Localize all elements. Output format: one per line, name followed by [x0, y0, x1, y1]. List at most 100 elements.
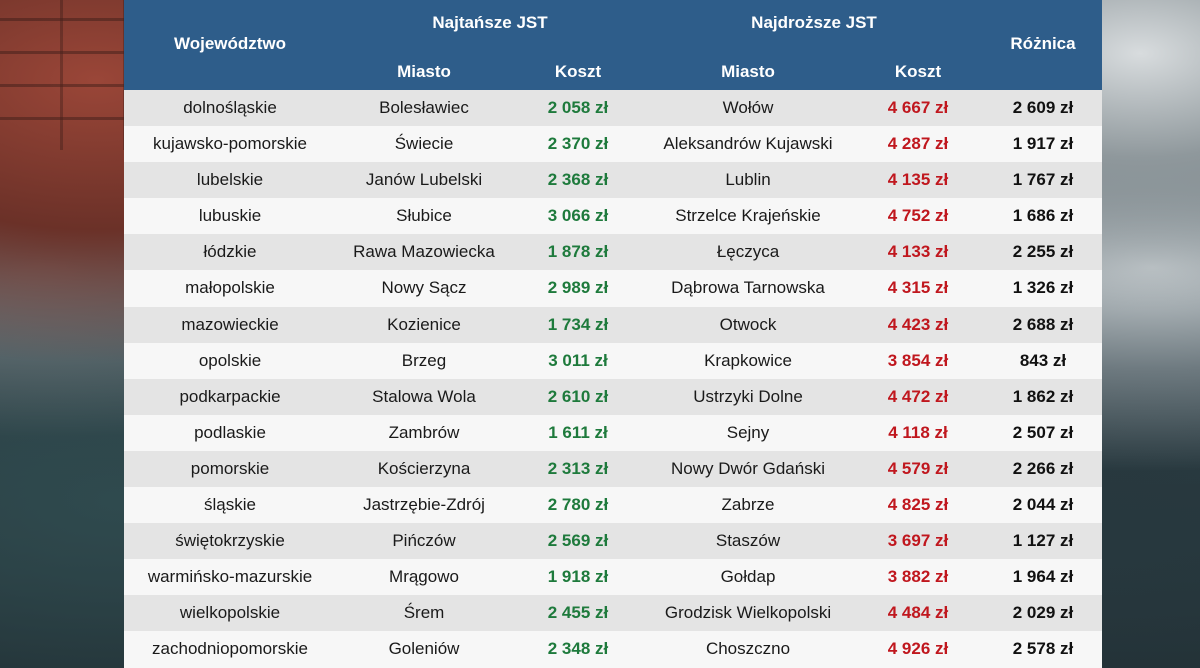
cell-wojewodztwo: podlaskie [194, 422, 266, 442]
cell-koszt-expensive: 4 135 zł [887, 170, 949, 190]
cell-roznica: 2 029 zł [1012, 603, 1074, 623]
cell-roznica: 2 266 zł [1012, 458, 1074, 478]
cell-koszt-expensive: 4 423 zł [887, 314, 949, 334]
table-row: kujawsko-pomorskie Świecie 2 370 zł Aleksan… [124, 126, 1102, 163]
cell-roznica: 1 767 zł [1012, 170, 1074, 190]
cell-miasto-expensive: Strzelce Krajeńskie [675, 206, 821, 226]
cell-miasto-expensive: Choszczno [705, 639, 791, 659]
table-header: Województwo Najtańsze JST Najdroższe JST… [124, 0, 1102, 90]
cell-roznica: 1 862 zł [1012, 386, 1074, 406]
cell-miasto-cheap: Nowy Sącz [381, 278, 467, 298]
cell-miasto-cheap: Świecie [394, 134, 454, 154]
header-wojewodztwo: Województwo [173, 34, 287, 53]
table-row: podkarpackie Stalowa Wola 2 610 zł Ustrzyki… [124, 378, 1102, 415]
cell-roznica: 1 127 zł [1012, 531, 1074, 551]
header-najdrozsze: Najdroższe JST [751, 13, 877, 32]
cell-miasto-expensive: Gołdap [720, 567, 776, 587]
cell-miasto-cheap: Rawa Mazowiecka [353, 242, 495, 262]
cell-koszt-cheap: 2 610 zł [547, 386, 609, 406]
table-row: lubelskie Janów Lubelski 2 368 zł Lublin 4 1… [124, 162, 1102, 199]
cell-miasto-cheap: Zambrów [388, 422, 460, 442]
table-row: mazowieckie Kozienice 1 734 zł Otwock 4 423 … [124, 306, 1102, 343]
cell-miasto-cheap: Bolesławiec [379, 98, 469, 117]
cell-wojewodztwo: zachodniopomorskie [152, 639, 308, 659]
cell-koszt-expensive: 4 287 zł [887, 134, 949, 154]
cell-miasto-expensive: Otwock [719, 314, 777, 334]
cell-miasto-expensive: Krapkowice [704, 350, 792, 370]
cell-miasto-cheap: Brzeg [401, 350, 447, 370]
cell-wojewodztwo: pomorskie [190, 458, 270, 478]
cell-miasto-cheap: Śrem [403, 603, 445, 623]
cell-miasto-cheap: Słubice [396, 206, 452, 226]
cell-roznica: 2 578 zł [1012, 639, 1074, 659]
header-koszt-expensive: Koszt [894, 62, 942, 81]
cell-koszt-expensive: 3 697 zł [887, 531, 949, 551]
cell-miasto-expensive: Łęczyca [716, 242, 780, 262]
table-row: pomorskie Kościerzyna 2 313 zł Nowy Dwór Gd… [124, 450, 1102, 488]
cell-wojewodztwo: podkarpackie [179, 386, 281, 406]
cell-wojewodztwo: dolnośląskie [183, 98, 277, 117]
cell-wojewodztwo: kujawsko-pomorskie [153, 134, 307, 154]
cell-wojewodztwo: małopolskie [185, 278, 275, 298]
cell-koszt-expensive: 4 315 zł [887, 278, 949, 298]
cell-miasto-expensive: Ustrzyki Dolne [693, 386, 803, 406]
header-miasto-cheap: Miasto [397, 62, 451, 81]
header-miasto-expensive: Miasto [721, 62, 775, 81]
cell-koszt-cheap: 2 780 zł [547, 495, 609, 515]
cell-roznica: 1 326 zł [1012, 278, 1074, 298]
cell-koszt-expensive: 4 752 zł [887, 206, 949, 226]
cell-koszt-expensive: 4 667 zł [887, 98, 949, 117]
cell-miasto-expensive: Wołów [722, 98, 774, 117]
cell-wojewodztwo: lubelskie [196, 170, 264, 190]
cell-miasto-expensive: Grodzisk Wielkopolski [664, 603, 832, 623]
cell-roznica: 1 686 zł [1012, 206, 1074, 226]
cell-miasto-expensive: Nowy Dwór Gdański [671, 458, 825, 478]
table-row: zachodniopomorskie Goleniów 2 348 zł Choszc… [124, 631, 1102, 668]
cell-miasto-cheap: Janów Lubelski [365, 170, 483, 190]
cell-miasto-cheap: Kozienice [387, 314, 461, 334]
table-row: świętokrzyskie Pińczów 2 569 zł Staszów 3 69… [124, 523, 1102, 560]
table-row: warmińsko-mazurskie Mrągowo 1 918 zł Gołdap… [124, 559, 1102, 596]
cell-miasto-expensive: Staszów [715, 531, 781, 551]
cell-miasto-cheap: Goleniów [388, 639, 460, 659]
cell-koszt-expensive: 3 882 zł [887, 567, 949, 587]
cell-wojewodztwo: lubuskie [198, 206, 262, 226]
cell-miasto-cheap: Kościerzyna [377, 458, 471, 478]
cell-koszt-expensive: 4 118 zł [888, 422, 948, 442]
cell-wojewodztwo: warmińsko-mazurskie [147, 567, 313, 587]
table-row: łódzkie Rawa Mazowiecka 1 878 zł Łęczyca 4 1… [124, 234, 1102, 271]
cell-miasto-expensive: Zabrze [721, 495, 775, 515]
cell-koszt-expensive: 4 926 zł [887, 639, 949, 659]
cell-koszt-expensive: 4 472 zł [887, 386, 949, 406]
cell-miasto-expensive: Dąbrowa Tarnowska [671, 278, 825, 298]
table-row: wielkopolskie Śrem 2 455 zł Grodzisk Wielko… [124, 595, 1102, 632]
cell-roznica: 2 507 zł [1012, 422, 1074, 442]
cell-roznica: 2 255 zł [1012, 242, 1074, 262]
cell-koszt-cheap: 3 011 zł [548, 350, 608, 370]
table-row: podlaskie Zambrów 1 611 zł Sejny 4 118 zł 2 5… [124, 414, 1102, 451]
cell-roznica: 1 917 zł [1012, 134, 1074, 154]
cell-wojewodztwo: łódzkie [203, 242, 257, 262]
table-row: lubuskie Słubice 3 066 zł Strzelce Krajeńsk… [124, 198, 1102, 235]
cell-koszt-expensive: 3 854 zł [887, 350, 949, 370]
cell-roznica: 2 044 zł [1012, 495, 1074, 515]
cell-koszt-expensive: 4 825 zł [887, 495, 949, 515]
cell-wojewodztwo: mazowieckie [181, 314, 279, 334]
cell-wojewodztwo: wielkopolskie [179, 603, 281, 623]
cell-roznica: 1 964 zł [1012, 567, 1074, 587]
table-body: dolnośląskie Bolesławiec 2 058 zł Wołów 4 66… [124, 90, 1102, 668]
cell-wojewodztwo: świętokrzyskie [175, 531, 285, 551]
header-roznica: Różnica [1010, 34, 1076, 53]
cell-koszt-cheap: 2 455 zł [547, 603, 609, 623]
cell-wojewodztwo: śląskie [204, 495, 256, 515]
cell-miasto-expensive: Sejny [726, 422, 770, 442]
cell-roznica: 843 zł [1019, 350, 1067, 370]
cell-koszt-cheap: 1 734 zł [547, 314, 609, 334]
cell-roznica: 2 688 zł [1012, 314, 1074, 334]
cell-koszt-cheap: 2 569 zł [547, 531, 609, 551]
cell-miasto-cheap: Pińczów [392, 531, 456, 551]
header-koszt-cheap: Koszt [554, 62, 602, 81]
cell-miasto-expensive: Aleksandrów Kujawski [663, 134, 833, 154]
cell-koszt-expensive: 4 484 zł [887, 603, 949, 623]
cell-koszt-expensive: 4 133 zł [887, 242, 949, 262]
